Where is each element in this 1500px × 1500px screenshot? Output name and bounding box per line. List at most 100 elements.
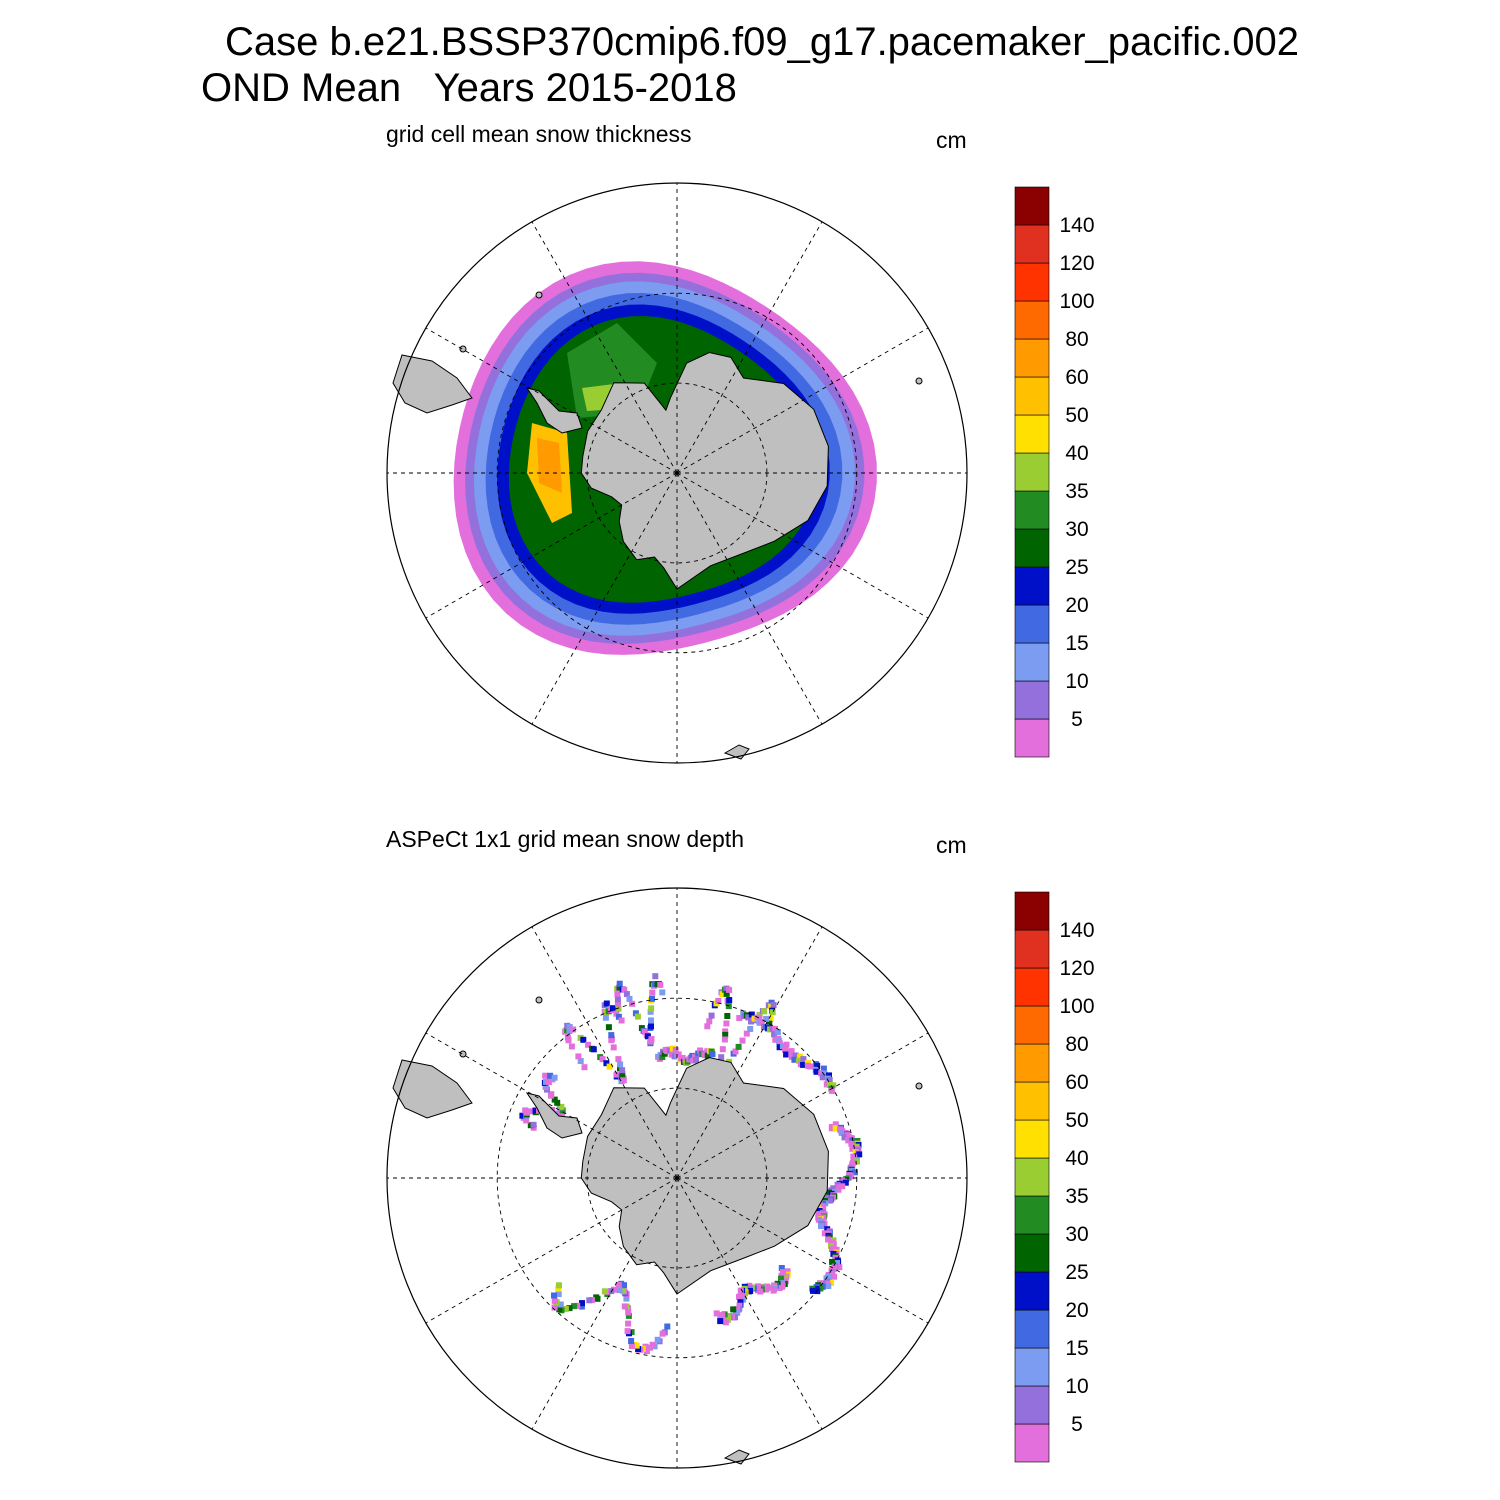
obs-grid-cell bbox=[610, 1005, 616, 1012]
obs-grid-cell bbox=[736, 1015, 743, 1021]
panel2-colorbar-tick-label: 120 bbox=[1059, 957, 1094, 980]
obs-grid-cell bbox=[769, 1009, 776, 1016]
obs-grid-cell bbox=[715, 997, 722, 1004]
obs-grid-cell bbox=[739, 1037, 746, 1044]
obs-grid-cell bbox=[763, 1286, 770, 1293]
obs-grid-cell bbox=[601, 1288, 608, 1295]
obs-grid-cell bbox=[632, 1010, 639, 1017]
obs-grid-cell bbox=[713, 1310, 720, 1317]
obs-grid-cell bbox=[566, 1024, 573, 1030]
panel2-colorbar-swatch bbox=[1014, 1271, 1050, 1311]
obs-grid-cell bbox=[832, 1125, 839, 1132]
obs-grid-cell bbox=[820, 1065, 827, 1072]
obs-grid-cell bbox=[841, 1134, 848, 1141]
obs-snow-field bbox=[519, 973, 863, 1355]
panel1-meridian bbox=[676, 327, 929, 474]
obs-grid-cell bbox=[605, 1024, 612, 1031]
panel1-colorbar: 5 10 15 20 25 30 35 40 50 60 80 100 120 140 bbox=[1014, 186, 1095, 758]
obs-grid-cell bbox=[778, 1275, 784, 1282]
obs-grid-cell bbox=[613, 1071, 620, 1078]
obs-grid-cell bbox=[850, 1156, 857, 1163]
obs-grid-cell bbox=[618, 1017, 625, 1024]
obs-grid-cell bbox=[748, 1011, 755, 1018]
panel2-island bbox=[915, 1082, 923, 1090]
panel1-colorbar-tick-label: 5 bbox=[1071, 708, 1083, 731]
obs-grid-cell bbox=[784, 1268, 791, 1275]
obs-grid-cell bbox=[723, 990, 730, 997]
panel2-colorbar-swatch bbox=[1014, 1043, 1050, 1083]
panel2-colorbar-swatch bbox=[1014, 1005, 1050, 1045]
panel2-title: ASPeCt 1x1 grid mean snow depth bbox=[386, 826, 744, 852]
panel1-colorbar-tick-label: 80 bbox=[1065, 328, 1088, 351]
panel1-colorbar-swatch bbox=[1014, 528, 1050, 568]
obs-grid-cell bbox=[800, 1061, 807, 1068]
panel2-colorbar-tick-label: 5 bbox=[1071, 1413, 1083, 1436]
obs-grid-cell bbox=[770, 1002, 777, 1008]
panel2-meridian bbox=[676, 1177, 823, 1430]
panel1-colorbar-tick-label: 20 bbox=[1065, 594, 1088, 617]
obs-grid-cell bbox=[619, 1287, 626, 1294]
obs-grid-cell bbox=[586, 1297, 593, 1304]
obs-grid-cell bbox=[624, 1328, 631, 1335]
panel1-antarctic-peninsula bbox=[525, 387, 583, 434]
obs-grid-cell bbox=[570, 1026, 577, 1033]
obs-grid-cell bbox=[852, 1169, 858, 1176]
obs-grid-cell bbox=[608, 1032, 615, 1039]
obs-grid-cell bbox=[717, 1318, 724, 1325]
panel1-graticule bbox=[387, 183, 967, 763]
obs-grid-cell bbox=[556, 1282, 562, 1289]
obs-grid-cell bbox=[610, 1044, 617, 1051]
panel1-colorbar-swatch bbox=[1014, 300, 1050, 340]
obs-grid-cell bbox=[755, 1287, 761, 1294]
obs-grid-cell bbox=[748, 1018, 754, 1025]
obs-grid-cell bbox=[772, 1025, 778, 1032]
obs-grid-cell bbox=[828, 1243, 834, 1249]
panel2-parallel bbox=[496, 997, 858, 1359]
panel2-colorbar-tick-label: 140 bbox=[1059, 919, 1094, 942]
obs-grid-cell bbox=[838, 1129, 845, 1136]
obs-grid-cell bbox=[772, 1036, 779, 1043]
obs-grid-cell bbox=[730, 1306, 737, 1313]
panel1-colorbar-swatch bbox=[1014, 262, 1050, 302]
obs-grid-cell bbox=[625, 1320, 632, 1327]
obs-grid-cell bbox=[819, 1074, 826, 1081]
obs-grid-cell bbox=[758, 1019, 765, 1026]
panel1-parallel bbox=[496, 292, 858, 654]
panel1-colorbar-tick-label: 100 bbox=[1059, 290, 1094, 313]
obs-grid-cell bbox=[826, 1077, 833, 1083]
panel2-colorbar-swatch bbox=[1014, 1385, 1050, 1425]
obs-grid-cell bbox=[623, 991, 630, 998]
figure-title-line1: Case b.e21.BSSP370cmip6.f09_g17.pacemake… bbox=[225, 20, 1300, 64]
obs-grid-cell bbox=[745, 1014, 752, 1021]
obs-grid-cell bbox=[754, 1283, 761, 1290]
panel1-colorbar-tick-label: 10 bbox=[1065, 670, 1088, 693]
obs-grid-cell bbox=[782, 1274, 789, 1281]
obs-grid-cell bbox=[532, 1107, 539, 1114]
obs-grid-cell bbox=[557, 1301, 564, 1308]
obs-grid-cell bbox=[519, 1112, 526, 1119]
obs-grid-cell bbox=[551, 1096, 558, 1103]
obs-grid-cell bbox=[619, 1071, 626, 1078]
obs-grid-cell bbox=[693, 1056, 699, 1063]
panel1-colorbar-tick-label: 60 bbox=[1065, 366, 1088, 389]
obs-grid-cell bbox=[646, 1344, 653, 1351]
obs-grid-cell bbox=[558, 1103, 565, 1110]
obs-grid-cell bbox=[767, 1015, 774, 1022]
obs-grid-cell bbox=[774, 1029, 781, 1036]
obs-grid-cell bbox=[818, 1070, 825, 1077]
obs-grid-cell bbox=[659, 1330, 666, 1337]
panel1-map-border bbox=[386, 182, 968, 764]
panel1-colorbar-tick-label: 35 bbox=[1065, 480, 1088, 503]
obs-grid-cell bbox=[556, 1306, 563, 1313]
obs-grid-cell bbox=[776, 1044, 783, 1051]
panel2-colorbar-tick-label: 40 bbox=[1065, 1147, 1088, 1170]
obs-grid-cell bbox=[706, 1018, 713, 1025]
obs-grid-cell bbox=[606, 1063, 613, 1070]
obs-grid-cell bbox=[654, 1336, 661, 1343]
obs-grid-cell bbox=[771, 1031, 778, 1038]
obs-grid-cell bbox=[649, 995, 655, 1002]
obs-grid-cell bbox=[564, 1034, 571, 1041]
obs-grid-cell bbox=[641, 1028, 648, 1035]
panel1-south-america bbox=[392, 354, 473, 414]
obs-grid-cell bbox=[614, 996, 621, 1003]
